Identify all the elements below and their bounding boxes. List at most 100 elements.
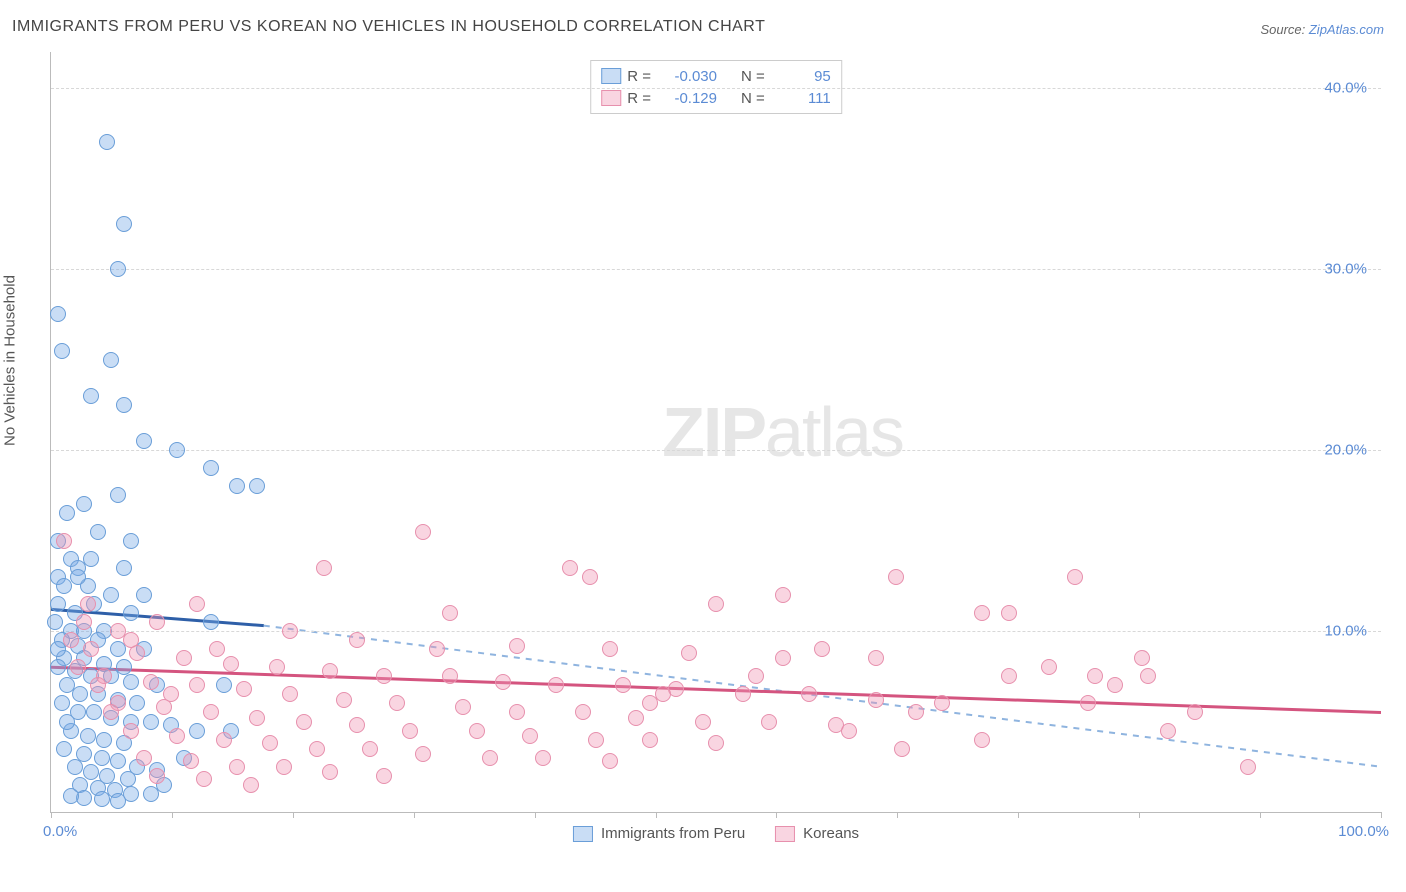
scatter-point-series1 (296, 714, 312, 730)
r-value: -0.129 (657, 90, 717, 107)
scatter-point-series1 (143, 674, 159, 690)
scatter-point-series1 (522, 728, 538, 744)
scatter-point-series1 (775, 587, 791, 603)
scatter-point-series1 (1041, 659, 1057, 675)
scatter-point-series1 (189, 677, 205, 693)
plot-area: ZIPatlas R = -0.030 N = 95 R = -0.129 N … (50, 52, 1381, 813)
scatter-point-series0 (54, 695, 70, 711)
scatter-point-series0 (50, 306, 66, 322)
legend-swatch-series1 (775, 826, 795, 842)
scatter-point-series1 (548, 677, 564, 693)
scatter-point-series0 (249, 478, 265, 494)
source-link[interactable]: ZipAtlas.com (1309, 22, 1384, 37)
scatter-point-series1 (868, 692, 884, 708)
scatter-point-series0 (110, 753, 126, 769)
scatter-point-series1 (223, 656, 239, 672)
scatter-point-series1 (934, 695, 950, 711)
scatter-point-series0 (123, 533, 139, 549)
trend-lines (51, 52, 1381, 812)
scatter-point-series1 (262, 735, 278, 751)
scatter-point-series1 (748, 668, 764, 684)
scatter-point-series1 (322, 764, 338, 780)
scatter-point-series1 (1067, 569, 1083, 585)
scatter-point-series0 (83, 388, 99, 404)
scatter-point-series0 (59, 714, 75, 730)
scatter-point-series1 (655, 686, 671, 702)
legend-swatch-series0 (573, 826, 593, 842)
legend-label: Immigrants from Peru (601, 825, 745, 842)
xtick (1139, 812, 1140, 818)
scatter-point-series0 (103, 352, 119, 368)
scatter-point-series0 (90, 524, 106, 540)
scatter-point-series0 (203, 460, 219, 476)
scatter-point-series1 (236, 681, 252, 697)
watermark-light: atlas (765, 393, 903, 471)
scatter-point-series1 (249, 710, 265, 726)
scatter-point-series1 (1087, 668, 1103, 684)
scatter-point-series1 (229, 759, 245, 775)
scatter-point-series0 (116, 560, 132, 576)
scatter-point-series1 (455, 699, 471, 715)
scatter-point-series1 (575, 704, 591, 720)
scatter-point-series1 (801, 686, 817, 702)
scatter-point-series1 (316, 560, 332, 576)
xtick (293, 812, 294, 818)
scatter-point-series1 (894, 741, 910, 757)
scatter-point-series1 (276, 759, 292, 775)
scatter-point-series1 (469, 723, 485, 739)
ytick-label: 30.0% (1324, 261, 1367, 278)
scatter-point-series0 (129, 695, 145, 711)
scatter-point-series1 (642, 732, 658, 748)
scatter-point-series0 (47, 614, 63, 630)
legend-stats-row: R = -0.129 N = 111 (601, 87, 831, 109)
scatter-point-series1 (136, 750, 152, 766)
scatter-point-series1 (681, 645, 697, 661)
scatter-point-series1 (322, 663, 338, 679)
xtick (1381, 812, 1382, 818)
gridline (51, 269, 1381, 270)
xtick (172, 812, 173, 818)
scatter-point-series1 (708, 735, 724, 751)
scatter-point-series1 (868, 650, 884, 666)
scatter-point-series1 (282, 623, 298, 639)
scatter-point-series1 (163, 686, 179, 702)
scatter-point-series0 (136, 587, 152, 603)
scatter-point-series0 (59, 505, 75, 521)
scatter-point-series0 (229, 478, 245, 494)
scatter-point-series1 (1160, 723, 1176, 739)
scatter-point-series0 (123, 674, 139, 690)
scatter-point-series0 (110, 793, 126, 809)
scatter-point-series1 (176, 650, 192, 666)
scatter-point-series1 (509, 638, 525, 654)
scatter-point-series0 (116, 216, 132, 232)
scatter-point-series1 (80, 596, 96, 612)
legend-stats: R = -0.030 N = 95 R = -0.129 N = 111 (590, 60, 842, 114)
scatter-point-series1 (309, 741, 325, 757)
scatter-point-series1 (695, 714, 711, 730)
ytick-label: 20.0% (1324, 442, 1367, 459)
scatter-point-series1 (814, 641, 830, 657)
scatter-point-series0 (63, 788, 79, 804)
scatter-point-series1 (429, 641, 445, 657)
gridline (51, 88, 1381, 89)
scatter-point-series1 (974, 605, 990, 621)
scatter-point-series1 (588, 732, 604, 748)
scatter-point-series1 (1107, 677, 1123, 693)
xtick (51, 812, 52, 818)
scatter-point-series1 (269, 659, 285, 675)
xtick (776, 812, 777, 818)
scatter-point-series1 (841, 723, 857, 739)
watermark: ZIPatlas (662, 392, 903, 472)
scatter-point-series1 (56, 533, 72, 549)
scatter-point-series0 (76, 496, 92, 512)
scatter-point-series1 (216, 732, 232, 748)
scatter-point-series0 (110, 261, 126, 277)
chart-title: IMMIGRANTS FROM PERU VS KOREAN NO VEHICL… (12, 18, 765, 36)
scatter-point-series1 (761, 714, 777, 730)
scatter-point-series1 (376, 768, 392, 784)
yaxis-title: No Vehicles in Household (2, 275, 19, 446)
xtick-label-right: 100.0% (1338, 823, 1389, 840)
ytick-label: 10.0% (1324, 623, 1367, 640)
scatter-point-series1 (362, 741, 378, 757)
scatter-point-series1 (149, 768, 165, 784)
